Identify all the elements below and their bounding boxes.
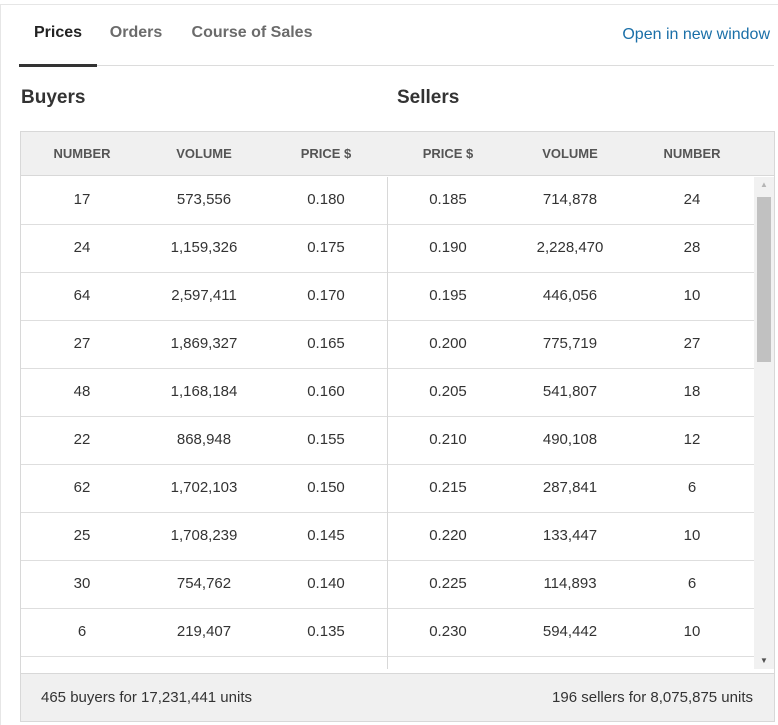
cell-seller-number: 6 [687, 479, 697, 496]
cell-buyer-volume [143, 657, 265, 669]
cell-buyer-volume: 219,407 [176, 623, 232, 640]
cell-seller-price: 0.185 [429, 191, 467, 208]
down-arrow-icon[interactable]: ▼ [760, 656, 768, 665]
table-body: 17 573,556 0.180 0.185 714,878 24 24 1,159,326 0… [21, 177, 754, 669]
up-arrow-icon[interactable]: ▲ [760, 180, 768, 189]
cell-buyer-price: 0.160 [307, 383, 345, 400]
cell-seller-number: 28 [683, 239, 701, 256]
cell-buyer-price: 0.145 [307, 527, 345, 544]
cell-buyer-volume: 754,762 [176, 575, 232, 592]
vertical-scrollbar[interactable]: ▲ ▼ [754, 177, 774, 669]
cell-buyer-number [21, 657, 143, 669]
cell-seller-number: 10 [683, 287, 701, 304]
cell-buyer-price: 0.180 [307, 191, 345, 208]
sellers-heading: Sellers [397, 87, 460, 108]
cell-buyer-number: 17 [73, 191, 91, 208]
cell-buyer-volume: 868,948 [176, 431, 232, 448]
table-row: 64 2,597,411 0.170 0.195 446,056 10 [21, 273, 754, 321]
tab-prices[interactable]: Prices [19, 5, 97, 67]
cell-seller-volume: 287,841 [542, 479, 598, 496]
cell-seller-number: 18 [683, 383, 701, 400]
cell-seller-volume: 775,719 [542, 335, 598, 352]
column-header-seller-number[interactable]: NUMBER [663, 146, 721, 161]
tab-bar: Prices Orders Course of Sales Open in ne… [19, 5, 774, 67]
scrollbar-thumb[interactable] [757, 197, 771, 362]
sellers-summary: 196 sellers for 8,075,875 units [552, 689, 753, 706]
table-header: NUMBER VOLUME PRICE $ PRICE $ VOLUME NUM… [21, 132, 774, 176]
cell-seller-number: 24 [683, 191, 701, 208]
cell-seller-number: 10 [683, 623, 701, 640]
cell-buyer-price: 0.155 [307, 431, 345, 448]
cell-seller-price: 0.195 [429, 287, 467, 304]
cell-buyer-price: 0.170 [307, 287, 345, 304]
cell-seller-volume: 446,056 [542, 287, 598, 304]
cell-buyer-volume: 1,159,326 [170, 239, 238, 256]
cell-buyer-price: 0.135 [307, 623, 345, 640]
depth-table: NUMBER VOLUME PRICE $ PRICE $ VOLUME NUM… [20, 131, 775, 722]
cell-buyer-volume: 1,869,327 [170, 335, 238, 352]
cell-seller-volume: 114,893 [543, 575, 597, 592]
cell-buyer-number: 24 [73, 239, 91, 256]
cell-seller-price: 0.205 [429, 383, 467, 400]
cell-seller-volume: 541,807 [542, 383, 598, 400]
cell-buyer-price: 0.165 [307, 335, 345, 352]
tab-orders[interactable]: Orders [109, 24, 163, 41]
cell-seller-volume: 714,878 [542, 191, 598, 208]
cell-seller-volume: 133,447 [542, 527, 598, 544]
cell-buyer-volume: 1,168,184 [170, 383, 238, 400]
cell-seller-price: 0.210 [429, 431, 467, 448]
open-in-new-window-link[interactable]: Open in new window [622, 26, 770, 43]
buyers-summary: 465 buyers for 17,231,441 units [41, 689, 252, 706]
cell-seller-number: 12 [683, 431, 701, 448]
cell-buyer-price: 0.140 [307, 575, 345, 592]
cell-buyer-number: 62 [73, 479, 91, 496]
cell-buyer-number: 64 [73, 287, 91, 304]
cell-seller-volume: 490,108 [542, 431, 598, 448]
cell-buyer-volume: 2,597,411 [171, 287, 237, 304]
cell-seller-price [387, 657, 509, 669]
cell-seller-number [631, 657, 753, 669]
cell-seller-price: 0.215 [429, 479, 467, 496]
cell-buyer-volume: 573,556 [176, 191, 232, 208]
cell-buyer-price [265, 657, 387, 669]
table-row: 24 1,159,326 0.175 0.190 2,228,470 28 [21, 225, 754, 273]
cell-buyer-number: 25 [73, 527, 91, 544]
cell-buyer-volume: 1,702,103 [170, 479, 238, 496]
cell-seller-price: 0.190 [429, 239, 467, 256]
table-row: 48 1,168,184 0.160 0.205 541,807 18 [21, 369, 754, 417]
cell-seller-volume: 594,442 [542, 623, 598, 640]
cell-seller-volume: 2,228,470 [536, 239, 604, 256]
table-row: 62 1,702,103 0.150 0.215 287,841 6 [21, 465, 754, 513]
column-header-buyer-volume[interactable]: VOLUME [176, 146, 232, 161]
cell-buyer-price: 0.150 [307, 479, 345, 496]
cell-buyer-number: 22 [73, 431, 91, 448]
column-header-seller-volume[interactable]: VOLUME [542, 146, 598, 161]
cell-seller-price: 0.220 [429, 527, 467, 544]
cell-buyer-number: 30 [73, 575, 91, 592]
column-header-buyer-number[interactable]: NUMBER [53, 146, 111, 161]
cell-buyer-price: 0.175 [307, 239, 345, 256]
cell-seller-volume [509, 657, 631, 669]
tab-course-of-sales[interactable]: Course of Sales [191, 24, 313, 41]
cell-seller-price: 0.225 [429, 575, 467, 592]
buyers-heading: Buyers [21, 87, 86, 108]
cell-buyer-number: 6 [77, 623, 87, 640]
cell-seller-number: 6 [687, 575, 697, 592]
table-footer: 465 buyers for 17,231,441 units 196 sell… [21, 673, 774, 721]
cell-buyer-number: 27 [73, 335, 91, 352]
column-header-buyer-price[interactable]: PRICE $ [300, 146, 352, 161]
cell-seller-number: 10 [683, 527, 701, 544]
cell-seller-number: 27 [683, 335, 701, 352]
cell-buyer-volume: 1,708,239 [170, 527, 238, 544]
buyers-sellers-divider [387, 177, 388, 669]
column-header-seller-price[interactable]: PRICE $ [422, 146, 474, 161]
cell-seller-price: 0.200 [429, 335, 467, 352]
order-book-panel: Prices Orders Course of Sales Open in ne… [0, 4, 778, 725]
cell-seller-price: 0.230 [429, 623, 467, 640]
cell-buyer-number: 48 [73, 383, 91, 400]
